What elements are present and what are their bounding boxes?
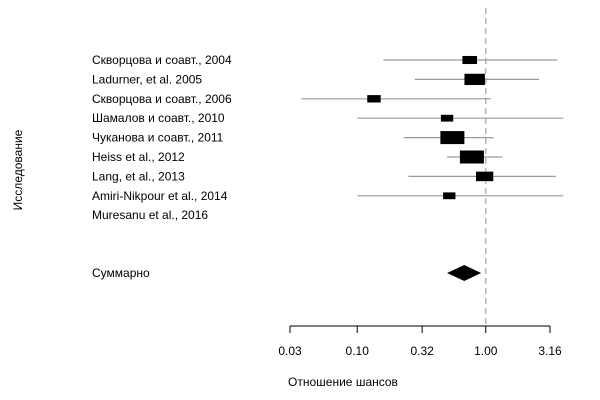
study-label: Amiri-Nikpour et al., 2014 — [92, 189, 228, 203]
study-label: Скворцова и соавт., 2006 — [92, 92, 232, 106]
study-label: Muresanu et al., 2016 — [92, 208, 208, 222]
study-label: Шамалов и соавт., 2010 — [92, 111, 225, 125]
study-label: Lang, et al., 2013 — [92, 169, 185, 183]
study-estimate-marker — [459, 150, 484, 164]
study-estimate-marker — [440, 114, 454, 122]
x-tick-label: 0.32 — [410, 344, 434, 358]
study-label: Ladurner, et al. 2005 — [92, 72, 202, 86]
study-estimate-marker — [462, 55, 478, 65]
y-axis-title: Исследование — [11, 129, 25, 210]
x-tick-label: 0.03 — [278, 344, 302, 358]
x-tick-label: 3.16 — [538, 344, 562, 358]
summary-label: Суммарно — [92, 266, 150, 280]
study-estimate-marker — [464, 73, 485, 86]
study-estimate-marker — [443, 192, 456, 200]
study-label: Чуканова и соавт., 2011 — [92, 131, 224, 145]
study-label: Скворцова и соавт., 2004 — [92, 53, 232, 67]
study-estimate-marker — [440, 131, 465, 145]
x-tick-label: 0.10 — [346, 344, 370, 358]
summary-diamond — [447, 265, 482, 281]
x-axis-title: Отношение шансов — [288, 375, 398, 389]
x-tick-label: 1.00 — [474, 344, 498, 358]
study-estimate-marker — [475, 171, 494, 182]
study-estimate-marker — [367, 95, 381, 103]
study-label: Heiss et al., 2012 — [92, 150, 185, 164]
